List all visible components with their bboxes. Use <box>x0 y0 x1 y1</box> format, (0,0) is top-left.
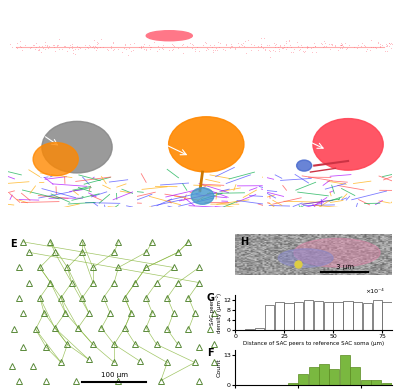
Text: E: E <box>10 239 17 249</box>
Bar <box>265 305 274 330</box>
Ellipse shape <box>278 249 333 267</box>
Circle shape <box>297 160 312 171</box>
Bar <box>245 329 254 330</box>
Bar <box>373 300 382 330</box>
Circle shape <box>33 142 78 176</box>
Text: D: D <box>272 121 280 131</box>
Bar <box>308 366 318 385</box>
Bar <box>382 301 392 330</box>
Text: B: B <box>13 121 20 131</box>
Circle shape <box>169 117 244 172</box>
Text: ×10⁻⁴: ×10⁻⁴ <box>366 289 384 294</box>
Text: C: C <box>142 121 150 131</box>
Circle shape <box>42 121 112 173</box>
Y-axis label: Count: Count <box>217 358 222 377</box>
Text: A: A <box>12 14 19 24</box>
Text: IPL: IPL <box>370 55 380 61</box>
Text: F: F <box>207 348 214 357</box>
Bar <box>382 383 392 385</box>
Text: H: H <box>240 237 248 247</box>
Bar <box>298 373 308 385</box>
Bar <box>340 355 350 385</box>
Text: G: G <box>207 293 215 303</box>
Bar <box>288 383 298 385</box>
Text: INL: INL <box>369 19 380 25</box>
Ellipse shape <box>294 238 380 267</box>
Bar <box>330 369 340 385</box>
Bar <box>371 380 381 385</box>
X-axis label: Distance of SAC peers to reference SAC soma (μm): Distance of SAC peers to reference SAC s… <box>243 341 384 346</box>
Bar <box>343 301 352 330</box>
Bar <box>284 303 294 330</box>
Bar <box>353 301 362 330</box>
Text: 3 μm: 3 μm <box>336 264 354 270</box>
Bar <box>319 364 329 385</box>
Text: 100 μm: 100 μm <box>101 372 128 378</box>
Bar <box>361 380 371 385</box>
Bar <box>363 303 372 330</box>
Bar <box>235 329 245 330</box>
Y-axis label: SAC peer
density (μm⁻²): SAC peer density (μm⁻²) <box>210 293 222 333</box>
Bar <box>350 366 360 385</box>
Circle shape <box>313 119 383 170</box>
Text: 50 μm: 50 μm <box>266 63 288 69</box>
Circle shape <box>191 188 214 204</box>
Bar <box>324 301 333 330</box>
Bar <box>255 328 264 330</box>
Bar <box>294 301 304 330</box>
Circle shape <box>146 31 192 41</box>
Bar <box>274 301 284 330</box>
Bar <box>304 300 313 330</box>
Bar <box>314 301 323 330</box>
Bar <box>333 302 343 330</box>
